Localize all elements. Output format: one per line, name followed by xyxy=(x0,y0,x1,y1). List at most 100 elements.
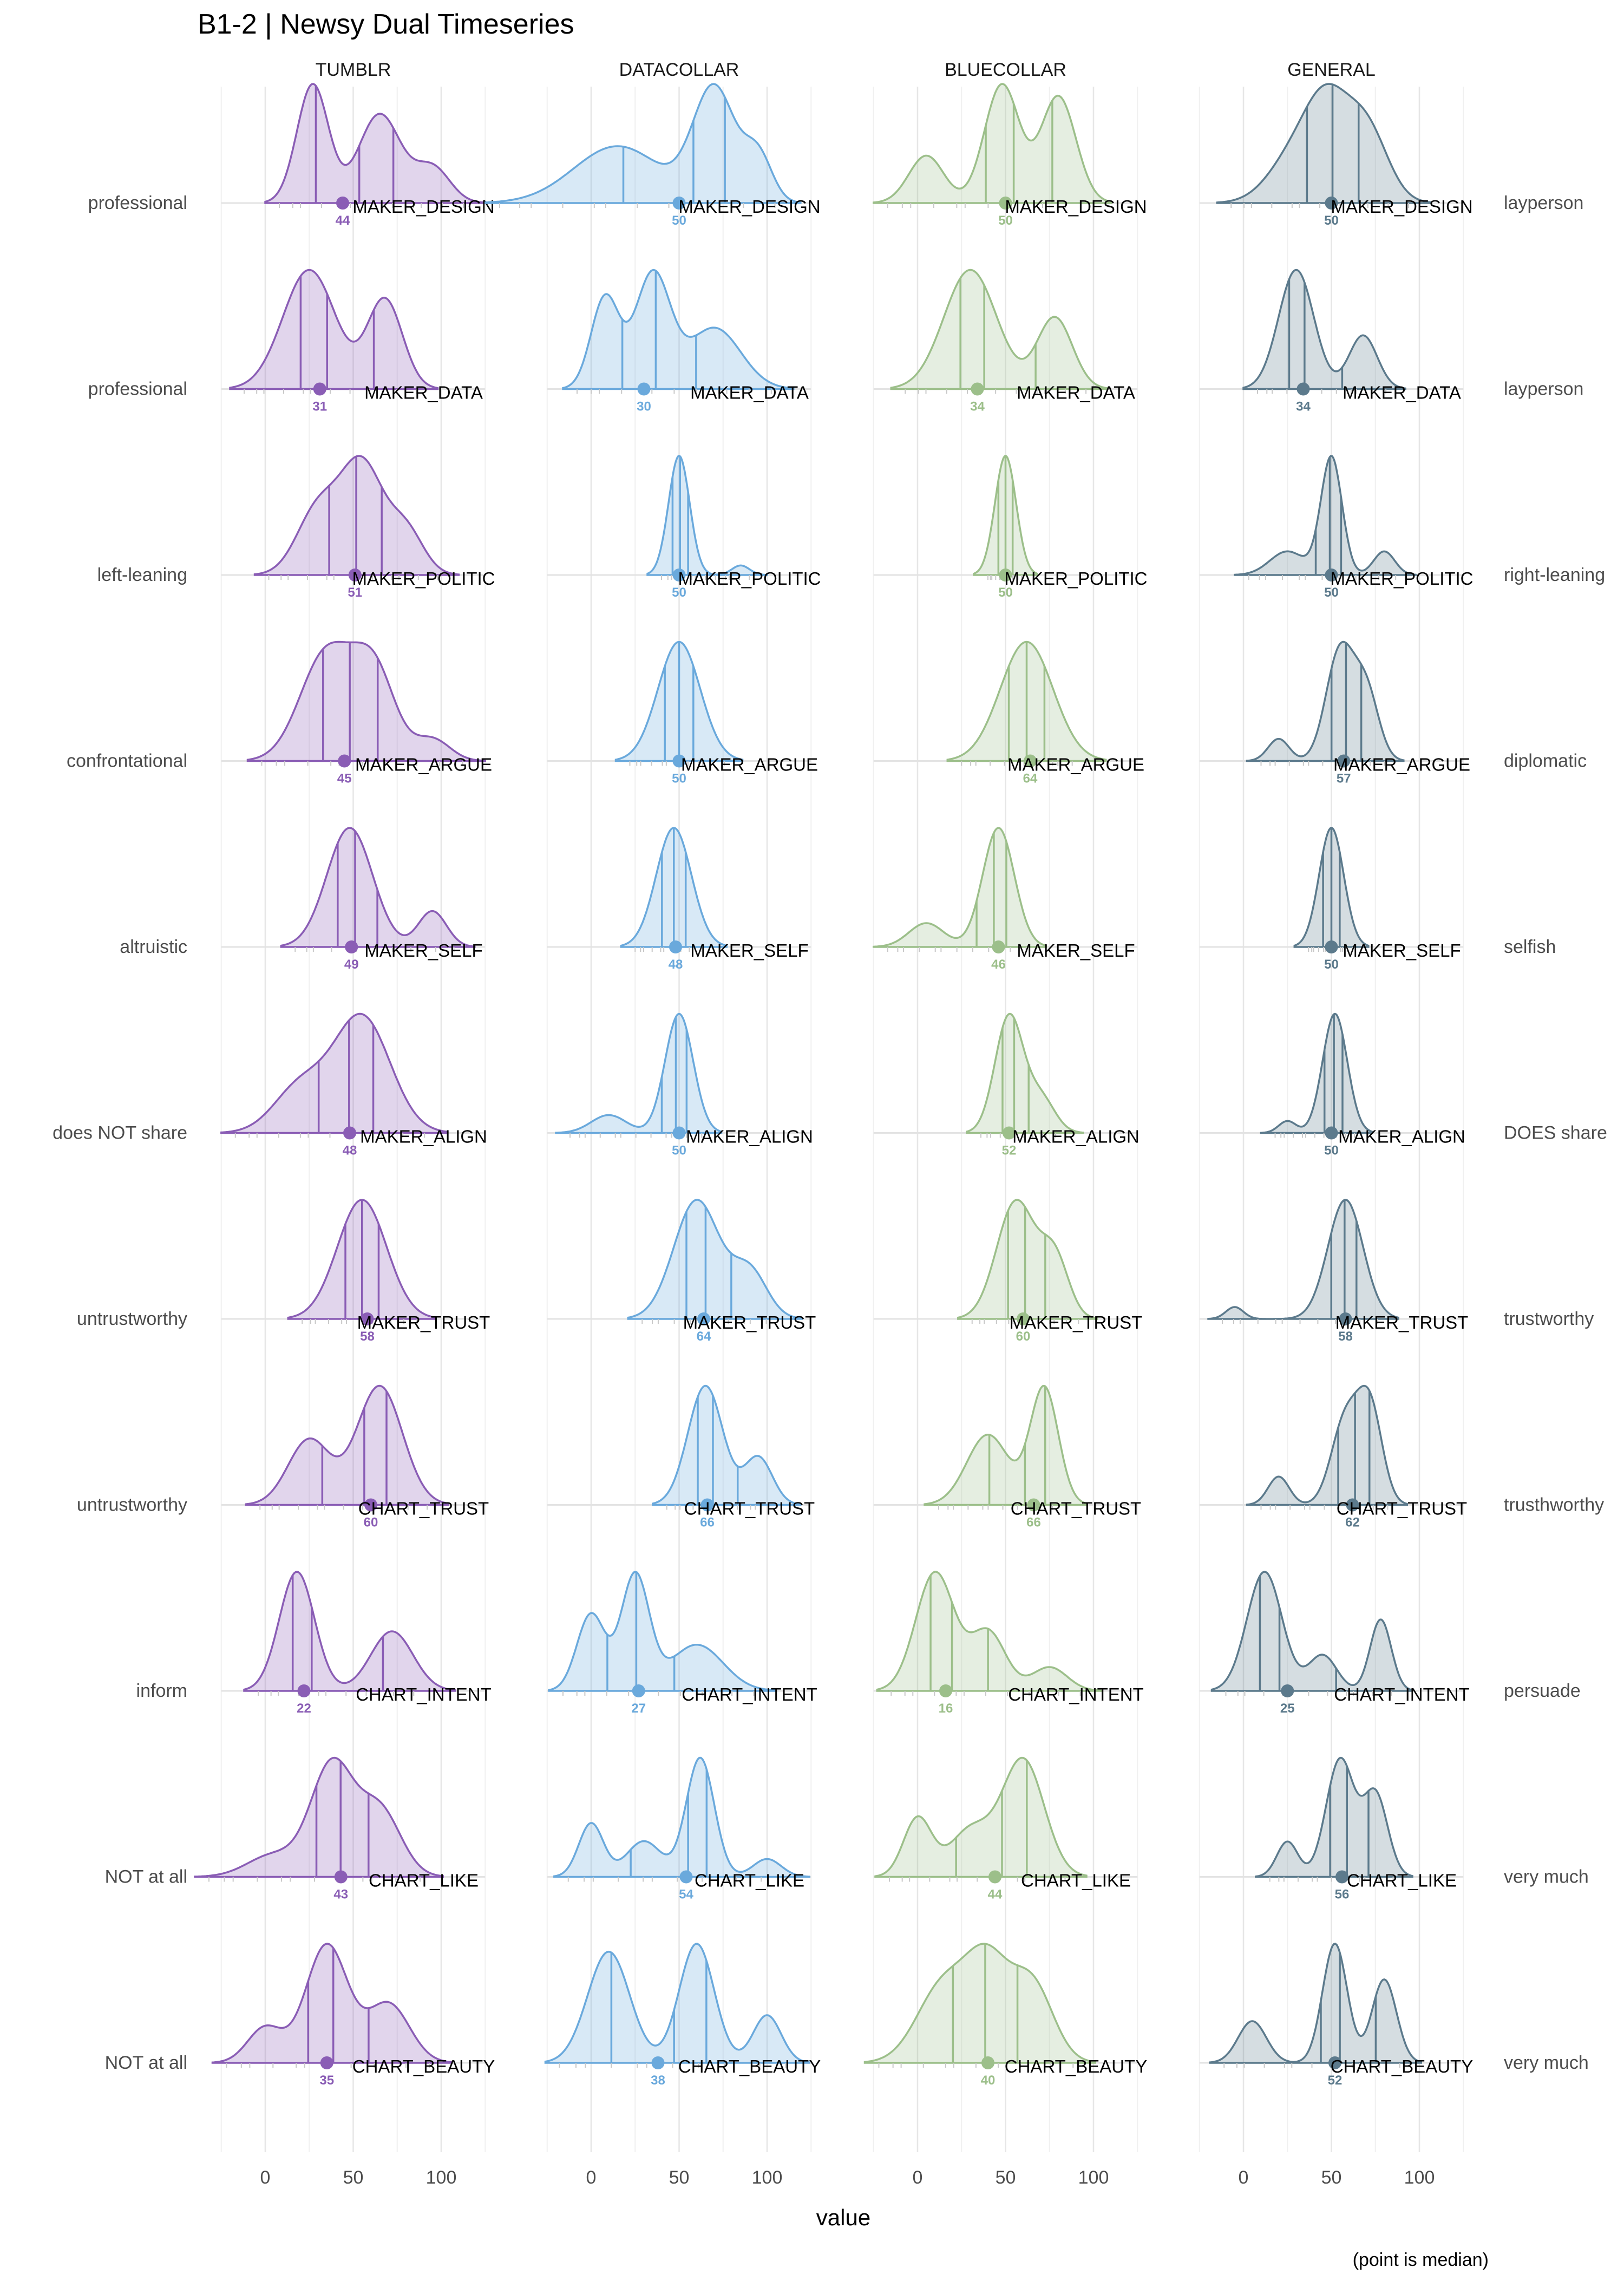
variable-label: MAKER_ARGUE xyxy=(1333,755,1470,775)
row-left-label: professional xyxy=(88,379,187,400)
variable-label: CHART_INTENT xyxy=(1334,1684,1470,1704)
x-tick-label: 0 xyxy=(1239,2167,1249,2188)
median-point xyxy=(1281,1684,1294,1697)
median-label: 52 xyxy=(1002,1143,1017,1158)
median-label: 50 xyxy=(672,585,686,600)
density-ridge xyxy=(957,1199,1098,1320)
median-label: 50 xyxy=(672,1143,686,1158)
density-ridge xyxy=(1260,1012,1373,1134)
median-point xyxy=(999,568,1012,581)
median-point xyxy=(320,2056,333,2069)
variable-label: MAKER_DATA xyxy=(1017,383,1135,403)
median-point xyxy=(672,197,686,210)
density-ridge xyxy=(1216,83,1431,204)
median-point xyxy=(1296,382,1310,396)
variable-label: CHART_LIKE xyxy=(1347,1871,1457,1891)
density-ridge xyxy=(966,1012,1084,1134)
density-ridge xyxy=(194,1756,444,1878)
median-point xyxy=(999,197,1012,210)
x-tick-label: 100 xyxy=(1404,2167,1435,2188)
x-tick-label: 100 xyxy=(752,2167,783,2188)
median-point xyxy=(672,568,686,581)
median-point xyxy=(334,1870,348,1884)
density-ridge xyxy=(1246,641,1405,762)
median-point xyxy=(1027,1498,1040,1512)
median-label: 31 xyxy=(312,400,327,414)
median-label: 30 xyxy=(637,400,651,414)
density-ridge xyxy=(243,1571,456,1692)
median-label: 64 xyxy=(1023,772,1038,786)
median-point xyxy=(1335,1870,1348,1884)
median-point xyxy=(971,382,984,396)
median-label: 38 xyxy=(651,2073,665,2088)
variable-label: CHART_INTENT xyxy=(356,1684,492,1704)
variable-label: CHART_TRUST xyxy=(1337,1499,1467,1519)
x-tick-label: 50 xyxy=(996,2167,1016,2188)
variable-label: CHART_TRUST xyxy=(358,1499,489,1519)
row-left-label: untrustworthy xyxy=(77,1495,187,1515)
facet-label: TUMBLR xyxy=(316,60,391,80)
row-left-label: inform xyxy=(136,1681,187,1701)
x-tick-label: 100 xyxy=(426,2167,457,2188)
median-label: 44 xyxy=(988,1887,1003,1902)
median-point xyxy=(343,1126,356,1140)
median-label: 34 xyxy=(970,400,985,414)
variable-label: MAKER_TRUST xyxy=(683,1312,816,1332)
median-label: 50 xyxy=(672,213,686,228)
median-point xyxy=(297,1684,311,1697)
variable-label: CHART_BEAUTY xyxy=(678,2056,821,2076)
median-point xyxy=(1328,2056,1341,2069)
row-right-label: layperson xyxy=(1504,379,1583,400)
row-right-label: trustworthy xyxy=(1504,1309,1594,1329)
median-label: 51 xyxy=(348,585,362,600)
variable-label: MAKER_TRUST xyxy=(1010,1312,1143,1332)
variable-label: CHART_BEAUTY xyxy=(1005,2056,1147,2076)
density-ridge xyxy=(245,1384,449,1506)
variable-label: CHART_LIKE xyxy=(695,1871,804,1891)
median-point xyxy=(1337,754,1351,768)
density-ridge xyxy=(1209,1943,1423,2064)
density-ridge xyxy=(1246,1384,1409,1506)
variable-label: MAKER_SELF xyxy=(1017,940,1135,960)
median-label: 45 xyxy=(337,772,352,786)
row-right-label: very much xyxy=(1504,2053,1589,2073)
density-ridge xyxy=(1207,1199,1399,1320)
row-right-label: diplomatic xyxy=(1504,751,1587,772)
median-point xyxy=(981,2056,994,2069)
variable-label: MAKER_DESIGN xyxy=(678,197,820,217)
median-point xyxy=(1346,1498,1359,1512)
median-point xyxy=(348,568,362,581)
density-ridge xyxy=(646,455,768,576)
row-left-label: NOT at all xyxy=(105,2053,187,2073)
density-ridge xyxy=(562,269,795,390)
variable-label: MAKER_ARGUE xyxy=(681,755,818,775)
variable-label: MAKER_ALIGN xyxy=(1338,1127,1465,1147)
median-point xyxy=(988,1870,1001,1884)
x-tick-label: 50 xyxy=(343,2167,364,2188)
x-tick-label: 0 xyxy=(913,2167,923,2188)
facet-label: DATACOLLAR xyxy=(619,60,739,80)
variable-label: MAKER_ALIGN xyxy=(360,1127,487,1147)
variable-label: CHART_LIKE xyxy=(1021,1871,1131,1891)
facet-label: GENERAL xyxy=(1287,60,1376,80)
median-point xyxy=(672,1126,686,1140)
row-right-label: persuade xyxy=(1504,1681,1581,1701)
median-label: 43 xyxy=(333,1887,348,1902)
variable-label: MAKER_TRUST xyxy=(357,1312,490,1332)
x-axis-title: value xyxy=(816,2205,870,2230)
median-point xyxy=(700,1498,714,1512)
row-left-label: NOT at all xyxy=(105,1867,187,1887)
x-tick-label: 0 xyxy=(260,2167,271,2188)
median-point xyxy=(632,1684,645,1697)
median-label: 58 xyxy=(360,1329,375,1344)
median-point xyxy=(1325,197,1338,210)
median-label: 50 xyxy=(1324,585,1339,600)
row-left-label: untrustworthy xyxy=(77,1309,187,1329)
grid-lines xyxy=(220,87,1464,2152)
variable-label: MAKER_ALIGN xyxy=(686,1127,813,1147)
median-label: 66 xyxy=(1026,1515,1041,1530)
median-point xyxy=(679,1870,693,1884)
median-label: 60 xyxy=(364,1515,378,1530)
median-label: 60 xyxy=(1016,1329,1031,1344)
variable-label: CHART_BEAUTY xyxy=(352,2056,495,2076)
